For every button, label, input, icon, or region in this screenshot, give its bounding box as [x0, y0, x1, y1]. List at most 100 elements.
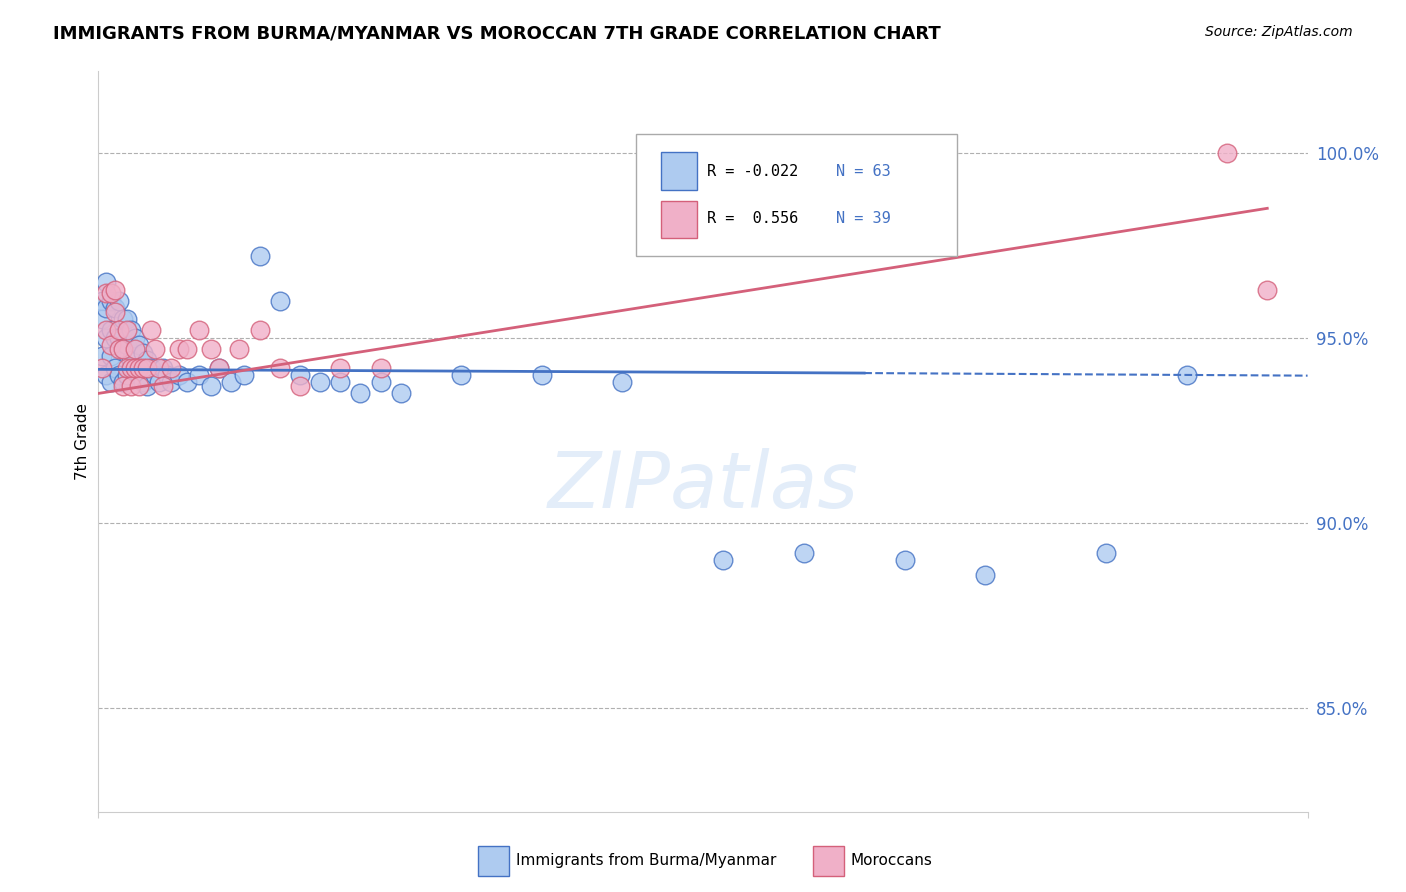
Point — [96, 276, 118, 290]
Point — [370, 376, 392, 390]
Point — [188, 368, 211, 382]
Point — [1175, 368, 1198, 382]
FancyBboxPatch shape — [637, 135, 957, 257]
Point — [128, 368, 150, 382]
Point — [135, 353, 157, 368]
Text: N = 39: N = 39 — [837, 211, 891, 226]
Point — [389, 386, 412, 401]
Point — [107, 293, 129, 308]
Point — [148, 360, 170, 375]
Point — [167, 342, 190, 356]
Point — [309, 376, 332, 390]
Point — [132, 376, 155, 390]
Point — [188, 323, 211, 337]
Point — [135, 379, 157, 393]
Point — [160, 360, 183, 375]
Point — [128, 338, 150, 352]
Point — [107, 323, 129, 337]
Text: IMMIGRANTS FROM BURMA/MYANMAR VS MOROCCAN 7TH GRADE CORRELATION CHART: IMMIGRANTS FROM BURMA/MYANMAR VS MOROCCA… — [53, 25, 941, 43]
Point — [200, 379, 222, 393]
Point — [269, 293, 291, 308]
Point — [143, 368, 166, 382]
Point — [124, 360, 146, 375]
Point — [96, 301, 118, 316]
Point — [139, 360, 162, 375]
Point — [120, 353, 142, 368]
Point — [103, 331, 125, 345]
Point — [200, 342, 222, 356]
Point — [107, 368, 129, 382]
Point — [228, 342, 250, 356]
Point — [111, 312, 134, 326]
Point — [120, 323, 142, 337]
Point — [91, 312, 114, 326]
Point — [156, 368, 179, 382]
Point — [128, 379, 150, 393]
Point — [111, 379, 134, 393]
Point — [329, 376, 352, 390]
Point — [288, 368, 311, 382]
Point — [120, 379, 142, 393]
Point — [208, 360, 231, 375]
Point — [100, 338, 122, 352]
Point — [139, 323, 162, 337]
Point — [152, 360, 174, 375]
Point — [96, 368, 118, 382]
Point — [128, 360, 150, 375]
Point — [115, 312, 138, 326]
Point — [329, 360, 352, 375]
Point — [370, 360, 392, 375]
Point — [288, 379, 311, 393]
Point — [111, 376, 134, 390]
Point — [111, 342, 134, 356]
Point — [103, 360, 125, 375]
FancyBboxPatch shape — [661, 153, 697, 190]
Point — [115, 360, 138, 375]
Point — [167, 368, 190, 382]
Text: Immigrants from Burma/Myanmar: Immigrants from Burma/Myanmar — [516, 854, 776, 868]
Point — [103, 301, 125, 316]
FancyBboxPatch shape — [661, 201, 697, 238]
Point — [148, 376, 170, 390]
Point — [107, 331, 129, 345]
Point — [711, 553, 734, 567]
Point — [124, 360, 146, 375]
Point — [115, 338, 138, 352]
Point — [152, 379, 174, 393]
Point — [100, 323, 122, 337]
Point — [974, 567, 997, 582]
Y-axis label: 7th Grade: 7th Grade — [75, 403, 90, 480]
Point — [530, 368, 553, 382]
Point — [132, 360, 155, 375]
Point — [176, 342, 198, 356]
Point — [612, 376, 634, 390]
Point — [135, 360, 157, 375]
Text: Source: ZipAtlas.com: Source: ZipAtlas.com — [1205, 25, 1353, 39]
Text: N = 63: N = 63 — [837, 164, 891, 178]
Point — [221, 376, 243, 390]
Text: Moroccans: Moroccans — [851, 854, 932, 868]
Point — [103, 283, 125, 297]
Text: ZIPatlas: ZIPatlas — [547, 448, 859, 524]
Point — [103, 305, 125, 319]
Point — [208, 360, 231, 375]
Point — [124, 331, 146, 345]
Point — [249, 323, 271, 337]
Point — [160, 376, 183, 390]
Point — [1256, 283, 1278, 297]
Point — [115, 368, 138, 382]
Point — [450, 368, 472, 382]
Point — [232, 368, 254, 382]
Point — [91, 360, 114, 375]
Point — [96, 286, 118, 301]
Point — [120, 360, 142, 375]
Point — [111, 342, 134, 356]
Text: R =  0.556: R = 0.556 — [707, 211, 797, 226]
Point — [269, 360, 291, 375]
Point — [124, 342, 146, 356]
Point — [176, 376, 198, 390]
Point — [107, 342, 129, 356]
Point — [100, 286, 122, 301]
Text: R = -0.022: R = -0.022 — [707, 164, 797, 178]
Point — [893, 553, 915, 567]
